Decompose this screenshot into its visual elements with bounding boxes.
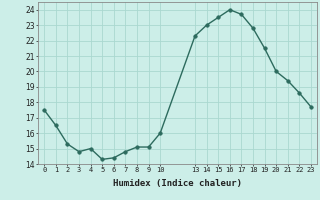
X-axis label: Humidex (Indice chaleur): Humidex (Indice chaleur) [113, 179, 242, 188]
